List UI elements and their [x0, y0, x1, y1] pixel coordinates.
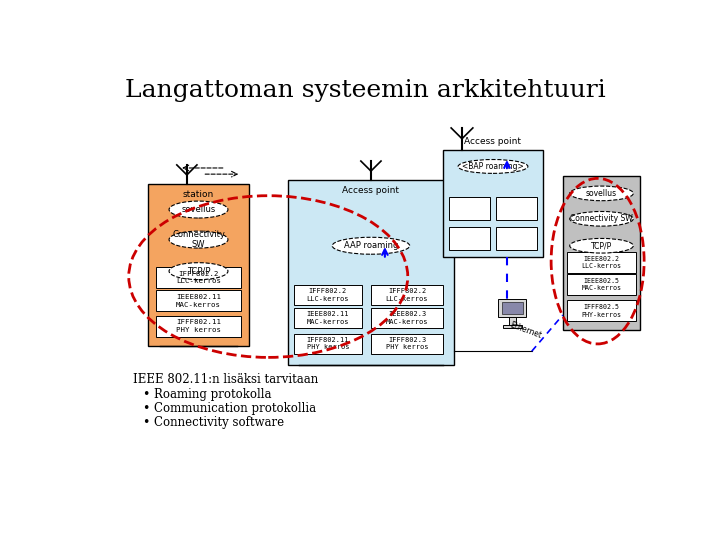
- Ellipse shape: [570, 212, 634, 226]
- Ellipse shape: [169, 231, 228, 248]
- Text: Ethernet: Ethernet: [508, 321, 543, 340]
- Text: IFFF802.2
LLC-kerros: IFFF802.2 LLC-kerros: [386, 288, 428, 302]
- Text: TCP/P: TCP/P: [591, 241, 612, 250]
- Bar: [502, 302, 523, 314]
- Bar: [156, 267, 241, 288]
- Bar: [148, 184, 249, 346]
- Text: IFFF802.2
LLC-kerros: IFFF802.2 LLC-kerros: [307, 288, 349, 302]
- Bar: [496, 226, 537, 249]
- Text: IFFF802.3
PHY kerros: IFFF802.3 PHY kerros: [386, 337, 428, 350]
- Text: Access point: Access point: [464, 137, 521, 146]
- Text: IFFF802.11
PHY kerros: IFFF802.11 PHY kerros: [176, 320, 221, 333]
- Bar: [294, 334, 362, 354]
- Text: Connectivity
SW: Connectivity SW: [172, 230, 225, 249]
- Ellipse shape: [169, 262, 228, 280]
- Text: sovellus: sovellus: [586, 189, 617, 198]
- Text: IEEE802.5
MAC-kerros: IEEE802.5 MAC-kerros: [582, 278, 621, 292]
- Text: Roaming protokolla: Roaming protokolla: [154, 388, 272, 401]
- Text: Connectivity SW: Connectivity SW: [570, 214, 633, 224]
- Text: station: station: [183, 190, 214, 199]
- Bar: [563, 177, 640, 330]
- Text: IFFF802.11
PHY kerros: IFFF802.11 PHY kerros: [307, 337, 349, 350]
- Text: Langattoman systeemin arkkitehtuuri: Langattoman systeemin arkkitehtuuri: [125, 79, 606, 102]
- Bar: [498, 299, 526, 318]
- Bar: [287, 180, 454, 365]
- Text: IEEE802.11
MAC-kerros: IEEE802.11 MAC-kerros: [307, 312, 349, 325]
- Ellipse shape: [458, 159, 528, 173]
- Bar: [294, 308, 362, 328]
- Bar: [567, 300, 636, 321]
- Text: •: •: [142, 402, 149, 415]
- Bar: [372, 285, 443, 305]
- Bar: [567, 252, 636, 273]
- Bar: [294, 285, 362, 305]
- Ellipse shape: [169, 201, 228, 218]
- Bar: [508, 318, 516, 325]
- Text: IFFF802.5
PHY-kerros: IFFF802.5 PHY-kerros: [582, 304, 621, 318]
- Bar: [567, 274, 636, 295]
- Text: Access point: Access point: [343, 186, 400, 195]
- Text: IEEE802.11
MAC-kerros: IEEE802.11 MAC-kerros: [176, 294, 221, 308]
- Bar: [372, 308, 443, 328]
- Text: •: •: [142, 416, 149, 429]
- Bar: [372, 334, 443, 354]
- Text: •: •: [142, 388, 149, 401]
- Text: AAP roaming: AAP roaming: [343, 241, 398, 250]
- Text: IFFF802.2
LLC-kerros: IFFF802.2 LLC-kerros: [176, 271, 221, 285]
- Text: <BAP roaming>: <BAP roaming>: [462, 162, 524, 171]
- Text: Communication protokollia: Communication protokollia: [154, 402, 317, 415]
- Bar: [443, 150, 544, 257]
- Bar: [449, 197, 490, 220]
- Bar: [496, 197, 537, 220]
- Ellipse shape: [570, 239, 634, 253]
- Text: TCP/P: TCP/P: [186, 267, 210, 275]
- Text: Connectivity software: Connectivity software: [154, 416, 284, 429]
- Ellipse shape: [332, 237, 410, 254]
- Text: IEEE 802.11:n lisäksi tarvitaan: IEEE 802.11:n lisäksi tarvitaan: [132, 373, 318, 386]
- Bar: [156, 316, 241, 336]
- Bar: [449, 226, 490, 249]
- Text: IEEE802.2
LLC-kerros: IEEE802.2 LLC-kerros: [582, 255, 621, 269]
- Bar: [156, 291, 241, 311]
- Text: IEEE802.3
MAC-kerros: IEEE802.3 MAC-kerros: [386, 312, 428, 325]
- Bar: [503, 325, 522, 328]
- Text: sovellus: sovellus: [181, 205, 215, 214]
- Ellipse shape: [570, 186, 634, 201]
